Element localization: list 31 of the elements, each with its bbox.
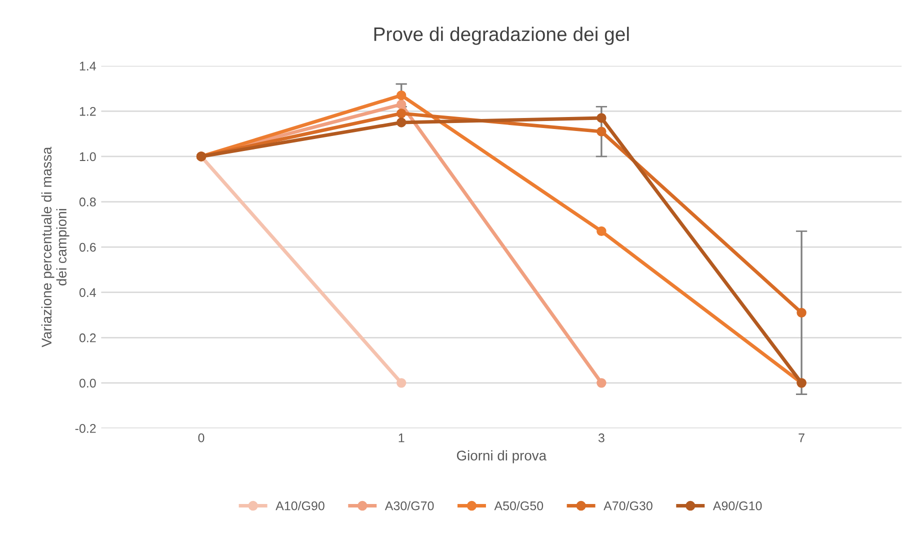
y-axis-title: Variazione percentuale di massa dei campioni bbox=[41, 146, 70, 348]
x-tick-label: 3 bbox=[598, 433, 604, 442]
legend-label: A70/G30 bbox=[604, 501, 652, 510]
y-tick-label: 0.2 bbox=[79, 333, 96, 342]
x-axis-title: Giorni di prova bbox=[456, 450, 547, 464]
y-tick-label: 0.6 bbox=[79, 242, 96, 252]
legend-label: A50/G50 bbox=[494, 501, 544, 510]
point bbox=[396, 100, 406, 110]
y-tick-label: 0.0 bbox=[79, 378, 96, 388]
point bbox=[796, 308, 806, 318]
legend-label: A10/G90 bbox=[276, 501, 324, 510]
point bbox=[396, 108, 406, 118]
y-tick-label: 1.4 bbox=[80, 62, 96, 70]
point bbox=[396, 378, 406, 388]
y-tick-label: 0.4 bbox=[79, 288, 96, 297]
x-tick-label: 7 bbox=[798, 434, 804, 442]
chart-title: Prove di degradazione dei gel bbox=[374, 26, 629, 45]
x-tick-label: 0 bbox=[198, 433, 204, 442]
y-tick-label: -0.2 bbox=[75, 424, 96, 433]
legend-label: A30/G70 bbox=[384, 501, 434, 510]
x-tick-label: 1 bbox=[398, 434, 404, 442]
point bbox=[596, 113, 606, 123]
y-tick-label: 1.0 bbox=[80, 152, 96, 162]
point bbox=[596, 126, 606, 136]
point bbox=[596, 378, 606, 388]
point bbox=[396, 90, 406, 100]
point bbox=[596, 226, 606, 236]
legend-label: A90/G10 bbox=[712, 501, 762, 510]
y-tick-label: 1.2 bbox=[80, 106, 96, 116]
y-tick-label: 0.8 bbox=[79, 198, 96, 206]
point bbox=[396, 118, 406, 128]
